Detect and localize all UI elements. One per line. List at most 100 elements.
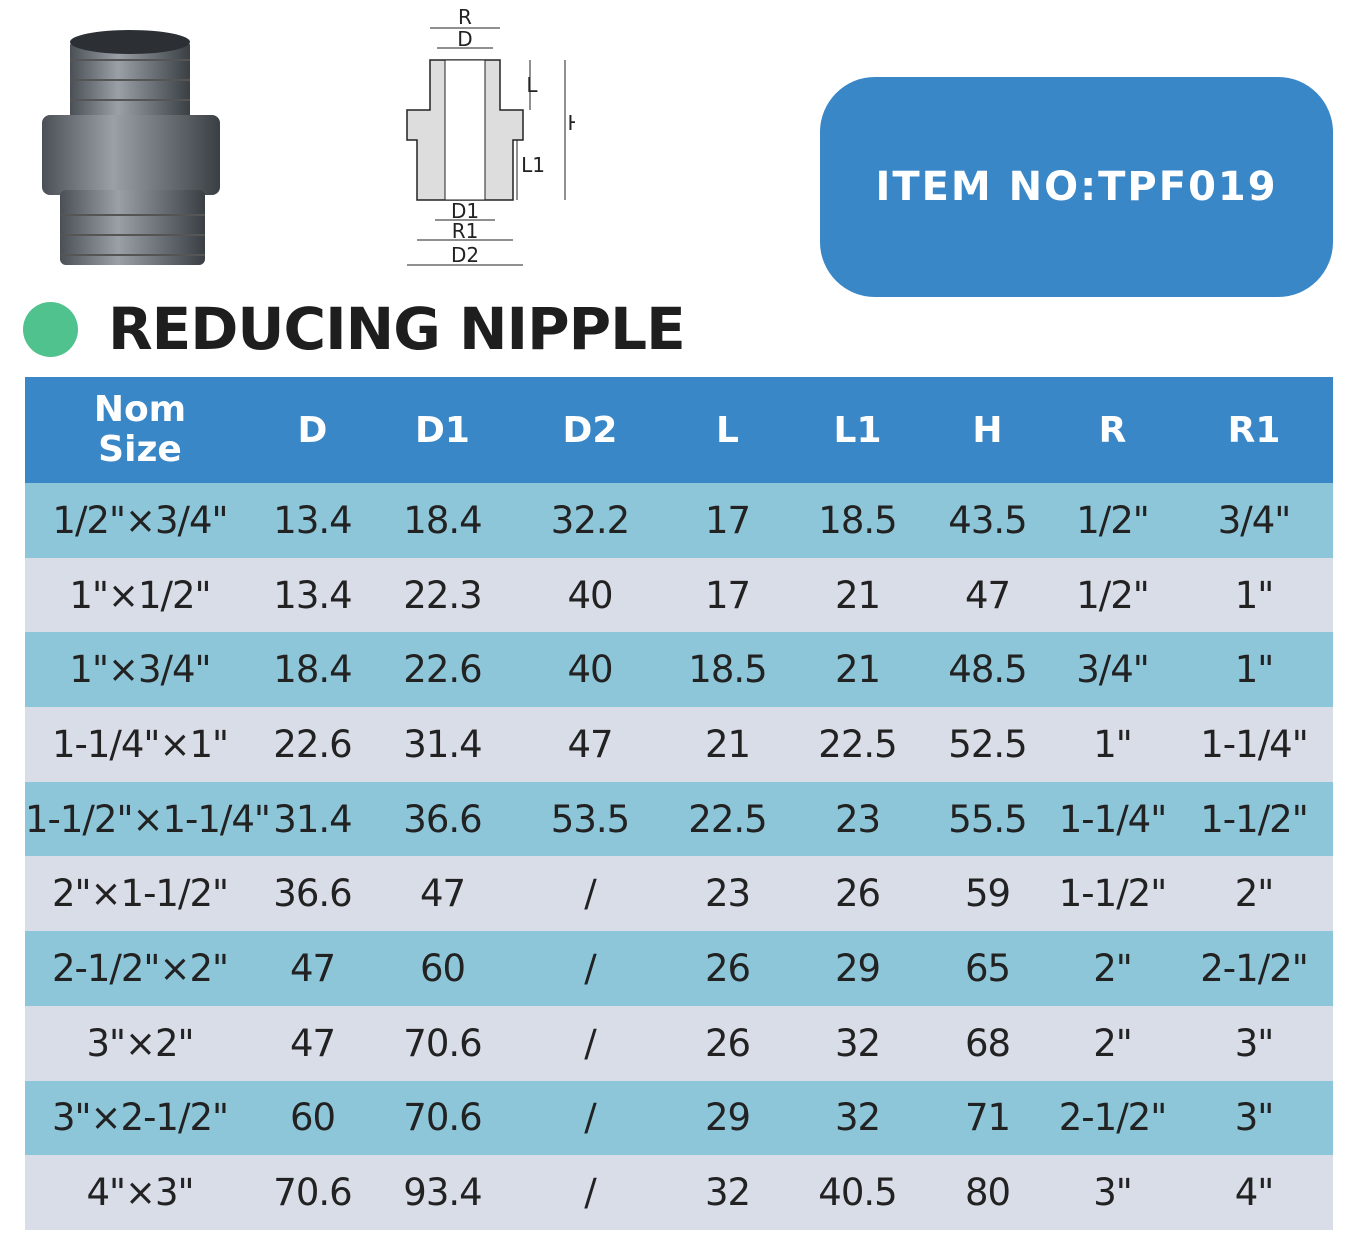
table-cell: 13.4 [255,483,370,558]
header-cell: L1 [790,377,925,483]
header-cell: R1 [1175,377,1333,483]
table-row: 2"×1-1/2" 36.6 47/23 26 59 1-1/2" 2" [25,856,1333,932]
table-cell: 59 [925,856,1050,932]
header-row: Nom Size D D1 D2 L L1 H R R1 [25,377,1333,483]
technical-drawing: R D L H L1 D1 R1 D2 [406,5,575,267]
table-cell: 1" [1175,557,1333,633]
table-cell: 17 [665,483,790,558]
table-row: 1/2"×3/4" 13.4 18.4 32.2 17 18.5 43.5 1/2" 3/4" [25,483,1333,558]
table-cell: 1" [1050,707,1175,782]
table-cell: 32 [790,1005,925,1081]
table-cell: 22.3 [370,557,515,633]
table-cell: 3" [1175,1005,1333,1081]
table-cell: 1-1/4" [1050,781,1175,857]
table-cell: 18.4 [370,483,515,558]
dim-label: R1 [452,219,479,243]
table-cell: 60 [255,1080,370,1156]
table-cell: 32.2 [515,483,665,558]
table-cell: 2" [1050,931,1175,1006]
table-cell: 21 [665,707,790,782]
table-cell: 2-1/2" [1175,931,1333,1006]
table-cell: 22.5 [665,781,790,857]
table-cell: 1-1/2"×1-1/4" [25,781,271,857]
header-text: R [1098,409,1127,451]
table-cell: 18.4 [255,632,370,708]
table-cell: 22.6 [370,632,515,708]
header-cell: Nom Size [25,377,255,483]
table-cell: 70.6 [370,1080,515,1156]
table-cell: 21 [790,632,925,708]
table-cell: 1/2" [1050,483,1175,558]
table-cell: 21 [790,557,925,633]
table-cell: 3" [1050,1155,1175,1230]
table-cell: 1"×1/2" [25,557,255,633]
header-text: D1 [415,409,470,451]
table-cell: 65 [925,931,1050,1006]
dim-label: D2 [451,243,479,267]
table-cell: 29 [790,931,925,1006]
table-cell: 2-1/2"×2" [25,931,255,1006]
table-cell: / [515,931,665,1006]
header-text: D2 [562,409,618,451]
table-cell: 36.6 [255,856,370,932]
header-text: L [716,409,739,451]
header-cell: D1 [370,377,515,483]
header-cell: D [255,377,370,483]
table-cell: 18.5 [665,632,790,708]
table-cell: 70.6 [255,1155,370,1230]
spec-table: Nom Size D D1 D2 L L1 H R R1 1/2"×3/4" 13.4 18.4 32… [25,377,1333,1230]
table-cell: 68 [925,1005,1050,1081]
header-cell: L [665,377,790,483]
table-cell: 40 [515,632,665,708]
table-cell: 1" [1175,632,1333,708]
table-row: 4"×3" 70.6 93.4/32 40.5 80 3" 4" [25,1155,1333,1230]
title: REDUCING NIPPLE [108,295,686,363]
table-cell: 47 [515,707,665,782]
table-row: 1"×3/4" 18.4 22.6 40 18.5 21 48.5 3/4" 1" [25,632,1333,708]
table-cell: / [515,1080,665,1156]
table-cell: 2" [1050,1005,1175,1081]
table-cell: 1-1/4"×1" [25,707,255,782]
table-cell: 80 [925,1155,1050,1230]
table-cell: 18.5 [790,483,925,558]
table-cell: 4"×3" [25,1155,255,1230]
table-row: 1-1/2"×1-1/4" 31.4 36.6 53.5 22.5 23 55.5 1-1/4… [25,781,1333,857]
table-row: 1"×1/2" 13.4 22.3 40 17 21 47 1/2" 1" [25,557,1333,633]
table-cell: 47 [370,856,515,932]
table-cell: 29 [665,1080,790,1156]
table-cell: 23 [665,856,790,932]
table-cell: 43.5 [925,483,1050,558]
table-cell: 1-1/2" [1050,856,1175,932]
table-cell: 93.4 [370,1155,515,1230]
header-cell: R [1050,377,1175,483]
header-cell: D2 [515,377,665,483]
table-cell: 47 [255,931,370,1006]
dim-label: L [526,73,538,97]
table-row: 3"×2-1/2" 60 70.6/29 32 71 2-1/2" 3" [25,1080,1333,1156]
table-cell: 47 [255,1005,370,1081]
table-cell: 4" [1175,1155,1333,1230]
table-cell: 26 [790,856,925,932]
table-cell: 26 [665,1005,790,1081]
table-cell: 40.5 [790,1155,925,1230]
table-cell: / [515,856,665,932]
table-cell: 36.6 [370,781,515,857]
table-cell: 1"×3/4" [25,632,255,708]
table-cell: 13.4 [255,557,370,633]
table-cell: 40 [515,557,665,633]
table-cell: 2"×1-1/2" [25,856,255,932]
dim-label: L1 [521,153,545,177]
table-cell: 31.4 [370,707,515,782]
header-text: D [297,409,328,451]
table-cell: 1-1/2" [1175,781,1333,857]
header-text: Nom Size [93,389,187,470]
table-cell: 3/4" [1175,483,1333,558]
table-cell: 70.6 [370,1005,515,1081]
table-cell: 23 [790,781,925,857]
table-cell: 22.6 [255,707,370,782]
table-cell: 52.5 [925,707,1050,782]
table-cell: 53.5 [515,781,665,857]
table-cell: 1/2" [1050,557,1175,633]
table-cell: 1-1/4" [1175,707,1333,782]
table-cell: 32 [790,1080,925,1156]
